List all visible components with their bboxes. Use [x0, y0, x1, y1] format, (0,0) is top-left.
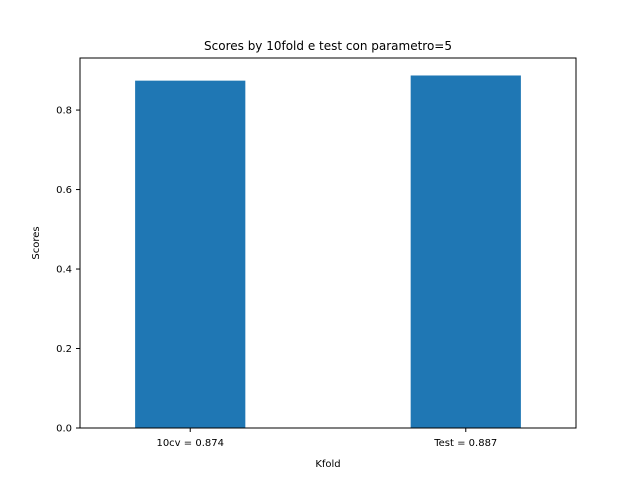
y-tick-label: 0.6	[56, 185, 72, 196]
chart-title: Scores by 10fold e test con parametro=5	[204, 39, 452, 53]
x-tick-label: 10cv = 0.874	[156, 438, 224, 449]
y-axis-ticks: 0.0 0.2 0.4 0.6 0.8	[56, 106, 80, 435]
bars-group	[135, 75, 521, 428]
y-tick-label: 0.8	[56, 106, 72, 117]
axes-frame	[79, 57, 577, 429]
y-axis-label: Scores	[31, 226, 42, 259]
y-tick-label: 0.2	[56, 344, 72, 355]
y-tick-label: 0.0	[56, 424, 72, 435]
x-axis-ticks: 10cv = 0.874 Test = 0.887	[156, 428, 497, 449]
x-axis-label: Kfold	[315, 459, 340, 470]
y-tick-label: 0.4	[56, 265, 72, 276]
bar-0	[135, 80, 246, 428]
x-tick-label: Test = 0.887	[433, 438, 497, 449]
bar-1	[410, 75, 521, 428]
